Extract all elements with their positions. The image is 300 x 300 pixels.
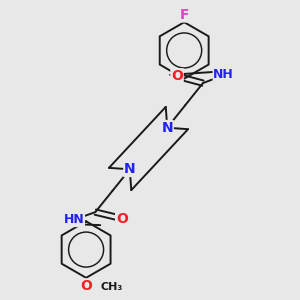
Text: NH: NH bbox=[213, 68, 234, 81]
Text: CH₃: CH₃ bbox=[100, 282, 123, 292]
Text: HN: HN bbox=[64, 213, 84, 226]
Text: N: N bbox=[161, 121, 173, 135]
Text: O: O bbox=[171, 69, 183, 83]
Text: N: N bbox=[124, 162, 136, 176]
Text: O: O bbox=[80, 279, 92, 293]
Text: F: F bbox=[179, 8, 189, 22]
Text: O: O bbox=[116, 212, 128, 226]
